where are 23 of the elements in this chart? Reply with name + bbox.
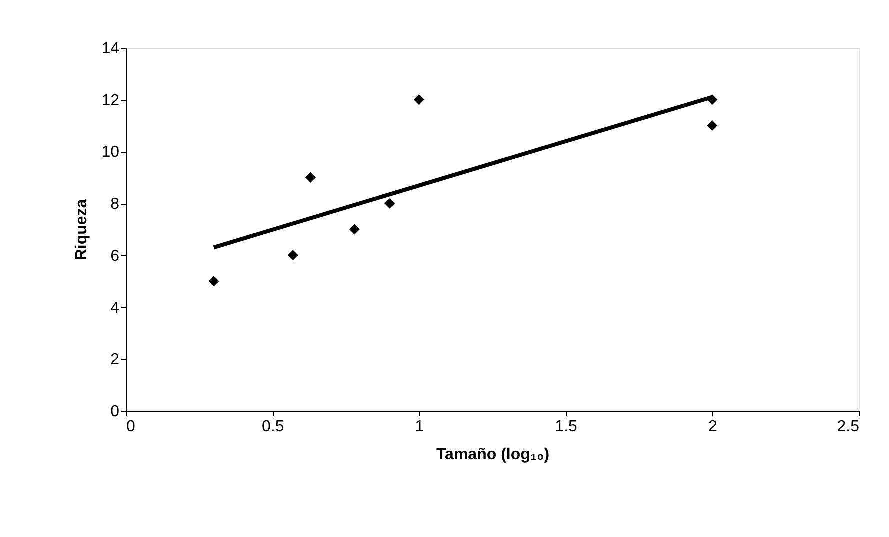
x-tick-label: 1	[415, 418, 424, 436]
y-tick-label: 8	[110, 196, 120, 214]
x-tick-label: 2.5	[837, 418, 860, 436]
y-tick-label: 14	[102, 40, 120, 58]
x-tick-label: 0.5	[262, 418, 284, 436]
point	[208, 276, 220, 287]
y-axis-title: Riqueza	[74, 199, 91, 261]
y-tick-label: 12	[102, 92, 120, 110]
point	[384, 198, 396, 209]
y-tick-label: 10	[102, 144, 120, 162]
point	[707, 120, 718, 132]
y-tick-label: 4	[110, 300, 120, 317]
x-tick-label: 1.5	[555, 418, 578, 436]
point	[414, 94, 424, 106]
y-tick-label: 2	[110, 352, 120, 369]
point	[288, 250, 298, 261]
y-tick-label: 0	[110, 404, 120, 420]
y-tick-label: 6	[110, 248, 120, 265]
x-tick-label: 2	[708, 418, 718, 436]
x-axis-title: Tamaño (log₁₀)	[436, 446, 550, 464]
x-tick-label: 0	[126, 418, 136, 436]
point	[349, 224, 360, 235]
point	[305, 172, 316, 183]
